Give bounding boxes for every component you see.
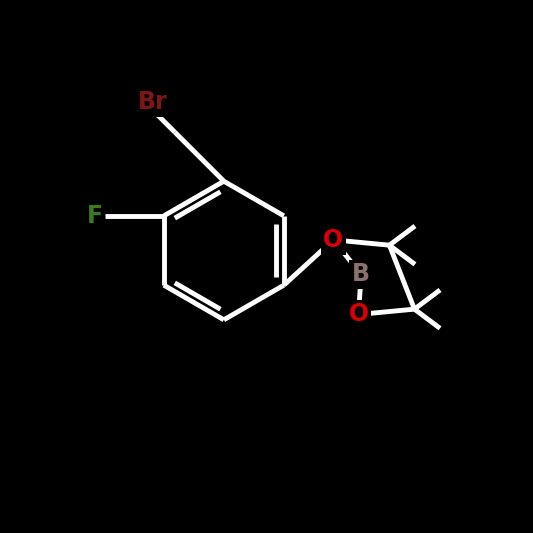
Text: F: F <box>86 204 103 228</box>
Text: B: B <box>352 262 370 287</box>
Text: Br: Br <box>138 91 168 115</box>
Text: O: O <box>324 228 343 252</box>
Text: O: O <box>349 302 368 327</box>
